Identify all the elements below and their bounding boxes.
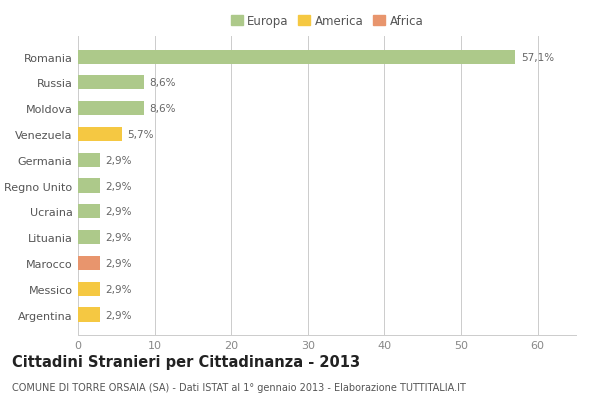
Bar — [78, 153, 100, 167]
Legend: Europa, America, Africa: Europa, America, Africa — [229, 13, 425, 31]
Bar — [78, 231, 100, 245]
Bar — [78, 50, 515, 65]
Text: 2,9%: 2,9% — [106, 155, 132, 165]
Bar — [78, 76, 144, 90]
Text: 8,6%: 8,6% — [149, 104, 176, 114]
Text: Cittadini Stranieri per Cittadinanza - 2013: Cittadini Stranieri per Cittadinanza - 2… — [12, 354, 360, 369]
Bar — [78, 128, 122, 142]
Text: 2,9%: 2,9% — [106, 233, 132, 243]
Text: 2,9%: 2,9% — [106, 310, 132, 320]
Text: 2,9%: 2,9% — [106, 207, 132, 217]
Bar — [78, 256, 100, 270]
Text: 8,6%: 8,6% — [149, 78, 176, 88]
Bar — [78, 205, 100, 219]
Text: 2,9%: 2,9% — [106, 181, 132, 191]
Text: 57,1%: 57,1% — [521, 52, 554, 63]
Text: 5,7%: 5,7% — [127, 130, 154, 139]
Bar — [78, 179, 100, 193]
Text: COMUNE DI TORRE ORSAIA (SA) - Dati ISTAT al 1° gennaio 2013 - Elaborazione TUTTI: COMUNE DI TORRE ORSAIA (SA) - Dati ISTAT… — [12, 382, 466, 392]
Text: 2,9%: 2,9% — [106, 284, 132, 294]
Bar — [78, 282, 100, 296]
Bar — [78, 102, 144, 116]
Bar — [78, 308, 100, 322]
Text: 2,9%: 2,9% — [106, 258, 132, 268]
